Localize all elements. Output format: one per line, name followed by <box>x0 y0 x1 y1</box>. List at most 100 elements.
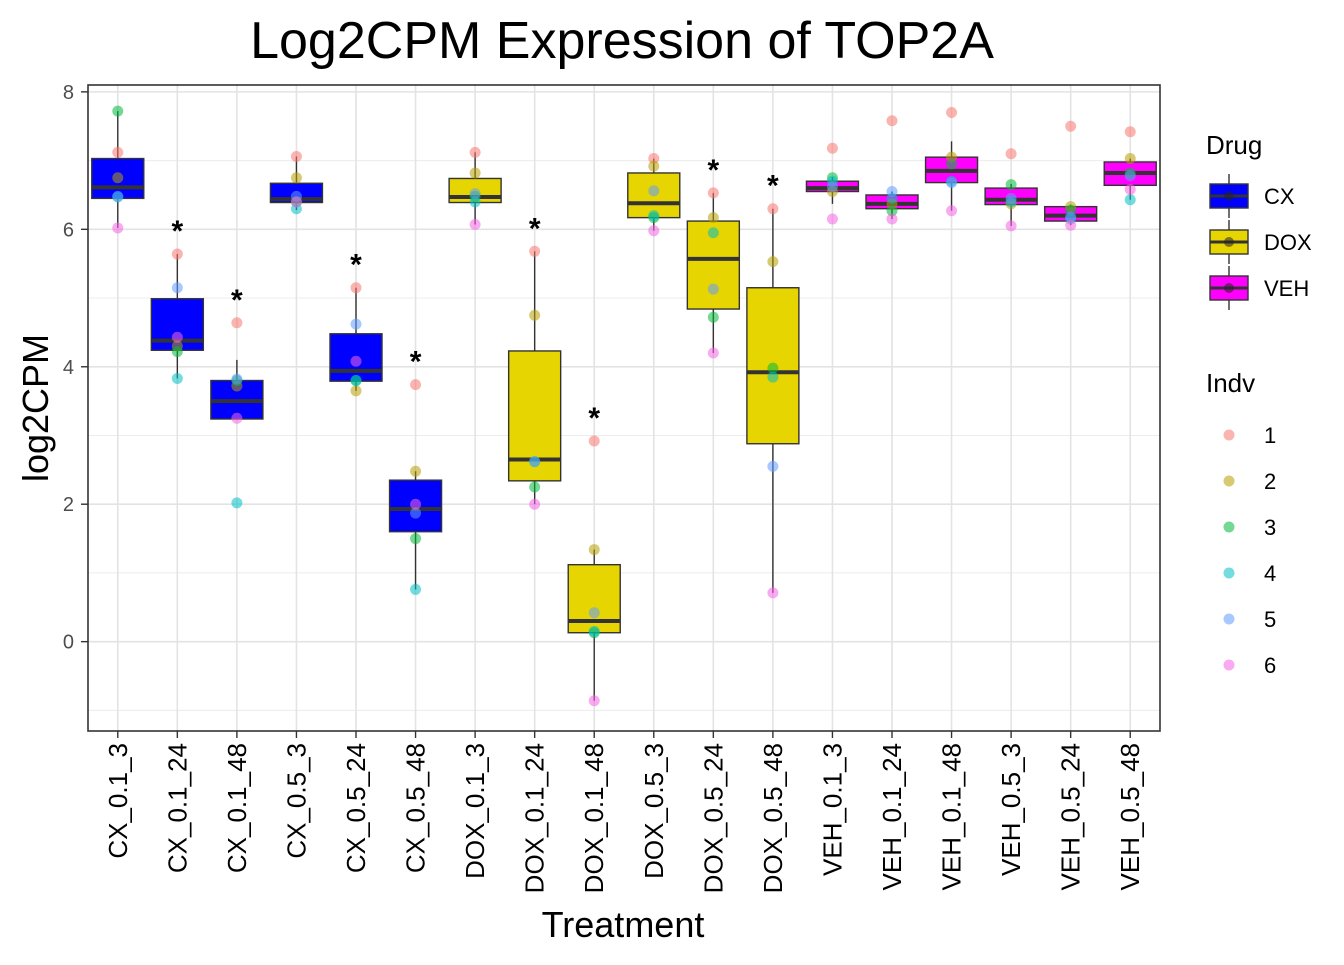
x-tick-label: DOX_0.5_48 <box>758 743 788 893</box>
significance-marker: * <box>171 215 183 248</box>
data-point-indv-4 <box>171 372 183 384</box>
data-point-indv-4 <box>350 375 362 387</box>
data-point-indv-1 <box>112 146 124 158</box>
data-point-indv-6 <box>469 219 481 231</box>
data-point-indv-1 <box>469 146 481 158</box>
significance-marker: * <box>707 154 719 187</box>
indv-key-3 <box>1223 521 1235 533</box>
data-point-indv-3 <box>410 533 422 545</box>
data-point-indv-5 <box>648 185 660 197</box>
data-point-indv-5 <box>588 607 600 619</box>
indv-key-1 <box>1223 429 1235 441</box>
data-point-indv-1 <box>707 187 719 199</box>
data-point-indv-4 <box>231 497 243 509</box>
box-CX_0.5_24 <box>329 333 383 382</box>
data-point-indv-6 <box>231 412 243 424</box>
data-point-indv-6 <box>886 213 898 225</box>
data-point-indv-5 <box>469 188 481 200</box>
data-point-indv-3 <box>767 362 779 374</box>
data-point-indv-5 <box>112 190 124 202</box>
x-tick-label: VEH_0.1_48 <box>937 743 967 890</box>
indv-legend-label: 1 <box>1264 423 1276 448</box>
data-point-indv-2 <box>410 465 422 477</box>
panel-background <box>88 85 1160 731</box>
data-point-indv-1 <box>1065 120 1077 132</box>
data-point-indv-1 <box>946 106 958 118</box>
indv-key-5 <box>1223 613 1235 625</box>
data-point-indv-3 <box>707 311 719 323</box>
data-point-indv-3 <box>529 481 541 493</box>
data-point-indv-4 <box>707 227 719 239</box>
indv-legend-label: 6 <box>1264 653 1276 678</box>
indv-key-6 <box>1223 659 1235 671</box>
x-tick-label: CX_0.1_24 <box>162 743 192 873</box>
drug-legend-label: CX <box>1264 184 1295 209</box>
y-tick-label: 8 <box>63 82 74 104</box>
drug-key-point <box>1224 191 1234 201</box>
data-point-indv-1 <box>529 245 541 257</box>
data-point-indv-4 <box>767 371 779 383</box>
data-point-indv-1 <box>1124 126 1136 138</box>
x-tick-label: DOX_0.5_24 <box>698 743 728 893</box>
data-point-indv-6 <box>171 331 183 343</box>
data-point-indv-5 <box>231 373 243 385</box>
drug-legend-label: DOX <box>1264 230 1312 255</box>
data-point-indv-1 <box>171 248 183 260</box>
data-point-indv-5 <box>410 507 422 519</box>
significance-marker: * <box>231 284 243 317</box>
data-point-indv-1 <box>886 115 898 127</box>
x-tick-label: VEH_0.5_48 <box>1115 743 1145 890</box>
data-point-indv-5 <box>767 460 779 472</box>
drug-key-point <box>1224 283 1234 293</box>
x-tick-label: VEH_0.1_24 <box>877 743 907 890</box>
data-point-indv-6 <box>826 213 838 225</box>
significance-marker: * <box>529 212 541 245</box>
indv-legend-title: Indv <box>1206 368 1255 398</box>
data-point-indv-3 <box>946 158 958 170</box>
data-point-indv-6 <box>350 355 362 367</box>
data-point-indv-6 <box>1065 219 1077 231</box>
y-tick-label: 0 <box>63 632 74 654</box>
indv-key-4 <box>1223 567 1235 579</box>
data-point-indv-2 <box>648 160 660 172</box>
data-point-indv-1 <box>648 153 660 165</box>
x-tick-label: CX_0.5_48 <box>401 743 431 873</box>
data-point-indv-6 <box>1005 220 1017 232</box>
chart-title: Log2CPM Expression of TOP2A <box>250 12 994 70</box>
x-tick-label: CX_0.1_48 <box>222 743 252 873</box>
data-point-indv-6 <box>529 498 541 510</box>
data-point-indv-3 <box>886 205 898 217</box>
data-point-indv-4 <box>588 625 600 637</box>
data-point-indv-3 <box>112 105 124 117</box>
significance-marker: * <box>767 170 779 203</box>
x-tick-label: DOX_0.1_3 <box>460 743 490 879</box>
data-point-indv-6 <box>707 347 719 359</box>
x-tick-label: VEH_0.5_24 <box>1056 743 1086 890</box>
data-point-indv-4 <box>469 196 481 208</box>
y-tick-label: 4 <box>63 357 74 379</box>
data-point-indv-2 <box>529 309 541 321</box>
data-point-indv-5 <box>1065 211 1077 223</box>
drug-legend-label: VEH <box>1264 276 1309 301</box>
indv-legend-label: 5 <box>1264 607 1276 632</box>
data-point-indv-4 <box>410 583 422 595</box>
data-point-indv-4 <box>1124 194 1136 206</box>
data-point-indv-6 <box>112 222 124 234</box>
data-point-indv-5 <box>946 177 958 189</box>
data-point-indv-1 <box>350 282 362 294</box>
data-point-indv-1 <box>1005 148 1017 160</box>
y-tick-label: 2 <box>63 494 74 516</box>
data-point-indv-5 <box>529 456 541 468</box>
indv-legend-label: 4 <box>1264 561 1276 586</box>
data-point-indv-1 <box>290 150 302 162</box>
drug-legend-title: Drug <box>1206 130 1262 160</box>
data-point-indv-3 <box>1005 179 1017 191</box>
x-tick-label: VEH_0.5_3 <box>996 743 1026 876</box>
data-point-indv-5 <box>886 186 898 198</box>
x-tick-label: DOX_0.5_3 <box>639 743 669 879</box>
data-point-indv-2 <box>588 544 600 556</box>
indv-key-2 <box>1223 475 1235 487</box>
data-point-indv-1 <box>588 435 600 447</box>
